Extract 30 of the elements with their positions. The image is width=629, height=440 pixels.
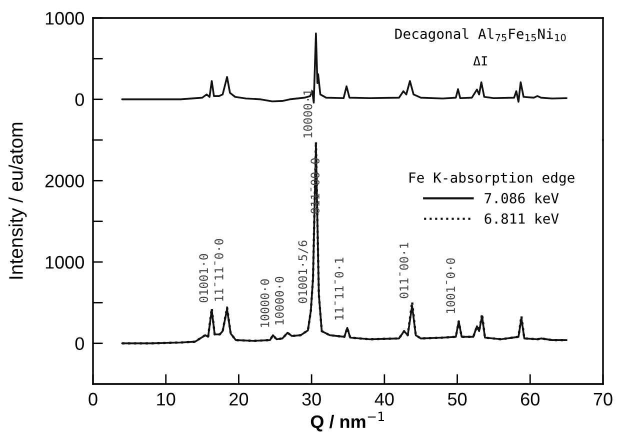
y-tick-label: 2000	[45, 174, 84, 188]
x-tick-label: 20	[230, 392, 248, 406]
annotation: 10000·0	[260, 279, 270, 327]
annotation: 01001·0	[199, 254, 208, 302]
annotation: Decagonal Al$_{75}$Fe$_{15}$Ni$_{10}$	[395, 28, 566, 42]
x-tick-label: 50	[448, 392, 467, 406]
legend-label: 6.811 keV	[484, 213, 559, 224]
annotation: 11̄11̄0·0	[214, 239, 224, 301]
legend-title: Fe K-absorption edge	[410, 172, 574, 186]
annotation: 11̄11̄0·1	[334, 258, 344, 320]
annotation: ΔI	[473, 56, 487, 66]
y-tick-label: 0	[75, 337, 84, 350]
y-axis-title: Intensity / eu/atom	[8, 122, 27, 279]
annotation: 011̄00·1	[399, 242, 408, 298]
annotation: 01001·5/6	[298, 240, 308, 304]
x-axis-title: Q / nm$^{−1}$	[310, 412, 384, 432]
y-tick-label: 0	[75, 93, 84, 106]
annotation: 1001̄0·0	[446, 258, 456, 314]
y-tick-label: 1000	[46, 256, 84, 269]
annotation: 10000·0	[274, 276, 284, 324]
x-tick-label: 70	[594, 392, 612, 406]
x-tick-label: 40	[374, 392, 394, 406]
x-tick-label: 60	[521, 392, 540, 406]
annotation: 10000·1	[303, 90, 312, 138]
y-tick-label: 1000	[46, 12, 84, 25]
legend-label: 7.086 keV	[484, 192, 559, 204]
x-tick-label: 10	[157, 392, 176, 406]
annotation: 011̄00·0	[310, 158, 320, 214]
x-tick-label: 30	[302, 392, 321, 406]
x-tick-label: 0	[88, 392, 98, 406]
